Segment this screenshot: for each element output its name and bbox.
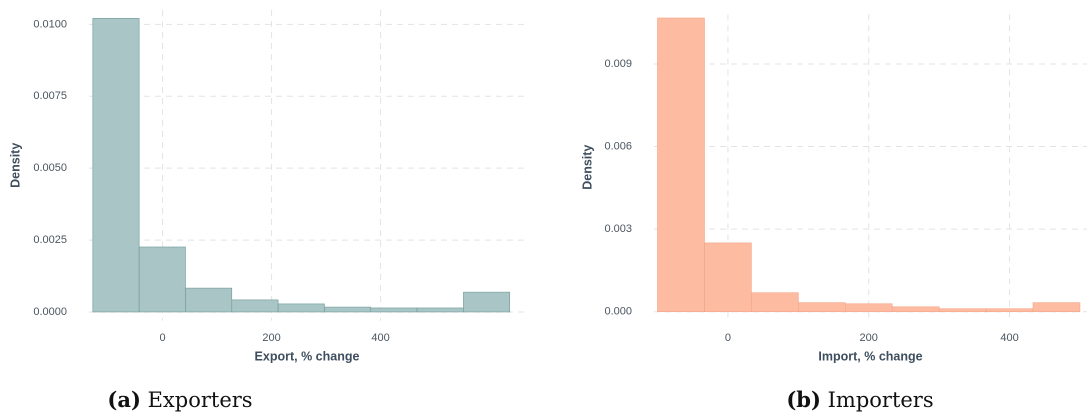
bar <box>704 242 752 313</box>
bar <box>657 17 705 313</box>
bar <box>416 307 464 313</box>
y-tick-label: 0.0000 <box>33 306 67 318</box>
caption-text: Exporters <box>148 388 253 412</box>
x-axis-title: Import, % change <box>818 349 922 363</box>
x-tick-label: 0 <box>725 332 731 344</box>
y-tick-label: 0.0100 <box>33 18 67 30</box>
x-tick-label: 200 <box>262 332 280 344</box>
y-tick-label: 0.009 <box>604 58 632 70</box>
bar <box>985 308 1034 313</box>
x-tick-label: 400 <box>371 332 389 344</box>
caption-text: Importers <box>828 388 934 412</box>
bar <box>324 306 372 313</box>
caption-label: (b) <box>786 387 821 412</box>
x-axis-title: Export, % change <box>255 349 360 363</box>
y-axis-title: Density <box>8 143 22 188</box>
x-tick-label: 0 <box>160 332 166 344</box>
bar <box>844 303 893 313</box>
bar <box>798 302 846 313</box>
bar <box>1032 302 1081 313</box>
x-tick-label: 400 <box>1000 332 1018 344</box>
y-tick-label: 0.0075 <box>33 90 67 102</box>
y-tick-label: 0.000 <box>604 306 632 318</box>
caption: (b) Importers <box>786 387 933 412</box>
bar <box>138 246 186 313</box>
y-tick-label: 0.003 <box>604 223 632 235</box>
bar <box>370 307 418 313</box>
y-tick-label: 0.006 <box>604 140 632 152</box>
bar <box>277 303 325 313</box>
bar <box>751 292 799 313</box>
bar <box>92 18 140 313</box>
bar <box>938 308 987 313</box>
bar <box>891 306 940 313</box>
bar <box>463 291 511 313</box>
caption-label: (a) <box>107 387 140 412</box>
caption: (a) Exporters <box>107 387 252 412</box>
y-tick-label: 0.0050 <box>33 162 67 174</box>
bar <box>231 299 279 313</box>
y-axis-title: Density <box>580 145 594 190</box>
y-tick-label: 0.0025 <box>33 234 67 246</box>
bar <box>185 287 233 313</box>
x-tick-label: 200 <box>860 332 878 344</box>
